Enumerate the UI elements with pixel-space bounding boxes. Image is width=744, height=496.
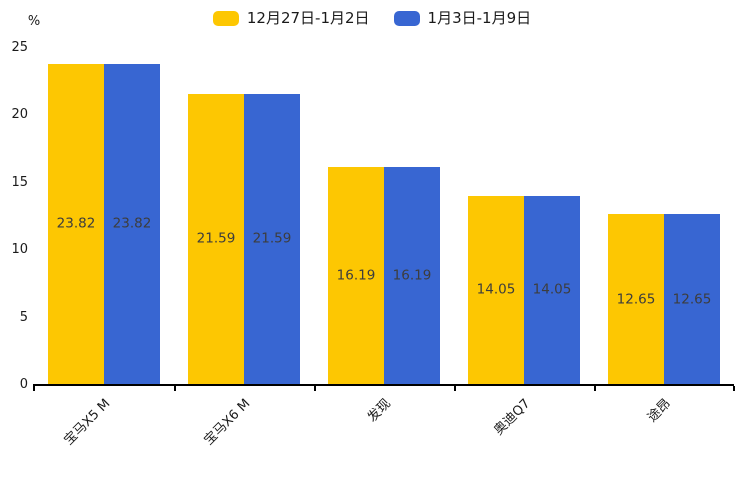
- y-axis-labels: 0 5 10 15 20 25: [0, 40, 30, 392]
- y-axis-tick-label: 0: [19, 377, 28, 392]
- legend-label: 12月27日-1月2日: [246, 8, 370, 27]
- chart-legend: 12月27日-1月2日 1月3日-1月9日: [0, 8, 744, 28]
- bar-value-label: 21.59: [196, 230, 236, 247]
- x-axis-tick: [33, 386, 35, 391]
- x-axis-tick: [314, 386, 316, 391]
- x-axis-category-label: 途昂: [644, 396, 674, 426]
- bar-value-label: 12.65: [616, 290, 656, 307]
- x-axis-tick: [454, 386, 456, 391]
- y-axis-tick-label: 5: [19, 309, 28, 325]
- legend-swatch-icon: [212, 10, 239, 26]
- bar-宝马X5 M-series-2: 23.82: [104, 63, 160, 385]
- y-axis-tick-label: 20: [11, 107, 28, 123]
- bar-宝马X5 M-series-1: 23.82: [48, 63, 104, 385]
- x-axis-tick: [174, 386, 176, 391]
- x-axis-category-label: 宝马X6 M: [201, 396, 254, 449]
- x-axis-category-label: 奥迪Q7: [491, 396, 534, 439]
- x-axis-tick: [733, 386, 735, 391]
- legend-item-series-2[interactable]: 1月3日-1月9日: [393, 8, 532, 27]
- bar-途昂-series-1: 12.65: [608, 214, 664, 385]
- bar-宝马X6 M-series-1: 21.59: [188, 93, 244, 385]
- bar-value-label: 14.05: [532, 281, 572, 298]
- bar-value-label: 23.82: [112, 215, 152, 232]
- bar-奥迪Q7-series-1: 14.05: [468, 195, 524, 385]
- bar-value-label: 16.19: [336, 267, 376, 284]
- bar-value-label: 23.82: [56, 215, 96, 232]
- bar-value-label: 14.05: [476, 281, 516, 298]
- bar-value-label: 16.19: [392, 267, 432, 284]
- y-axis-tick-label: 10: [11, 242, 28, 258]
- x-axis-line: [33, 384, 734, 386]
- bar-value-label: 21.59: [252, 230, 292, 247]
- x-axis-category-label: 发现: [364, 396, 394, 426]
- x-axis-tick: [594, 386, 596, 391]
- y-axis-tick-label: 25: [11, 40, 28, 55]
- plot-area: 23.82 23.82 宝马X5 M 21.59 21.59 宝马X6 M 16.19 16.…: [48, 48, 720, 448]
- bar-途昂-series-2: 12.65: [664, 214, 720, 385]
- legend-item-series-1[interactable]: 12月27日-1月2日: [212, 8, 370, 27]
- y-axis-unit-label: %: [27, 14, 41, 29]
- bar-发现-series-2: 16.19: [384, 166, 440, 385]
- legend-swatch-icon: [393, 10, 420, 26]
- bar-宝马X6 M-series-2: 21.59: [244, 93, 300, 385]
- x-axis-category-label: 宝马X5 M: [61, 396, 114, 449]
- bar-value-label: 12.65: [672, 290, 712, 307]
- bar-奥迪Q7-series-2: 14.05: [524, 195, 580, 385]
- y-axis-tick-label: 15: [11, 174, 28, 190]
- bar-发现-series-1: 16.19: [328, 166, 384, 385]
- legend-label: 1月3日-1月9日: [427, 8, 532, 27]
